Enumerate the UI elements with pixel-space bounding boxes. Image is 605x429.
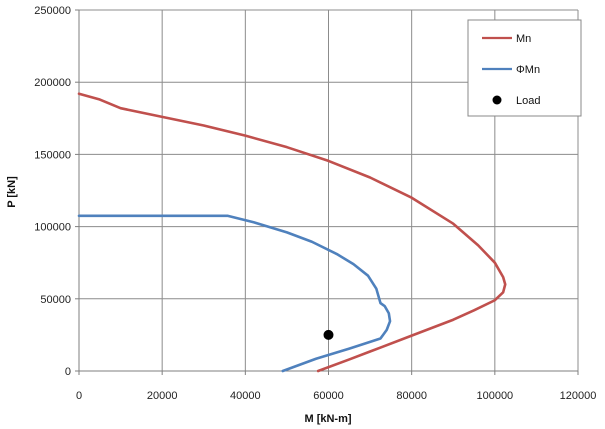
legend-label-load: Load [516,95,540,107]
legend-label-phimn: ΦMn [516,64,540,76]
axes [75,9,579,375]
y-tick-label: 50000 [40,294,71,306]
legend-label-mn: Mn [516,33,531,45]
legend: Mn ΦMn Load [467,19,582,117]
legend-swatch-load [492,95,502,105]
y-tick-label: 250000 [34,5,71,17]
x-tick-label: 60000 [313,390,344,402]
x-tick-label: 100000 [476,390,513,402]
x-tick-label: 120000 [560,390,597,402]
series-line-mn [77,92,507,373]
x-tick-label: 0 [76,390,82,402]
y-axis-title: P [kN] [6,176,18,208]
x-tick-label: 40000 [230,390,261,402]
y-tick-label: 200000 [34,77,71,89]
y-tick-label: 100000 [34,222,71,234]
series-line-phimn [77,214,392,373]
x-tick-label: 80000 [396,390,427,402]
y-tick-label: 0 [65,366,71,378]
x-tick-label: 20000 [147,390,178,402]
series-layer [77,92,507,373]
tick-labels: 0 20000 40000 60000 80000 100000 120000 0 50000 1… [34,5,596,402]
y-tick-label: 150000 [34,149,71,161]
load-point-marker [323,329,334,340]
x-axis-title: M [kN-m] [304,413,351,425]
